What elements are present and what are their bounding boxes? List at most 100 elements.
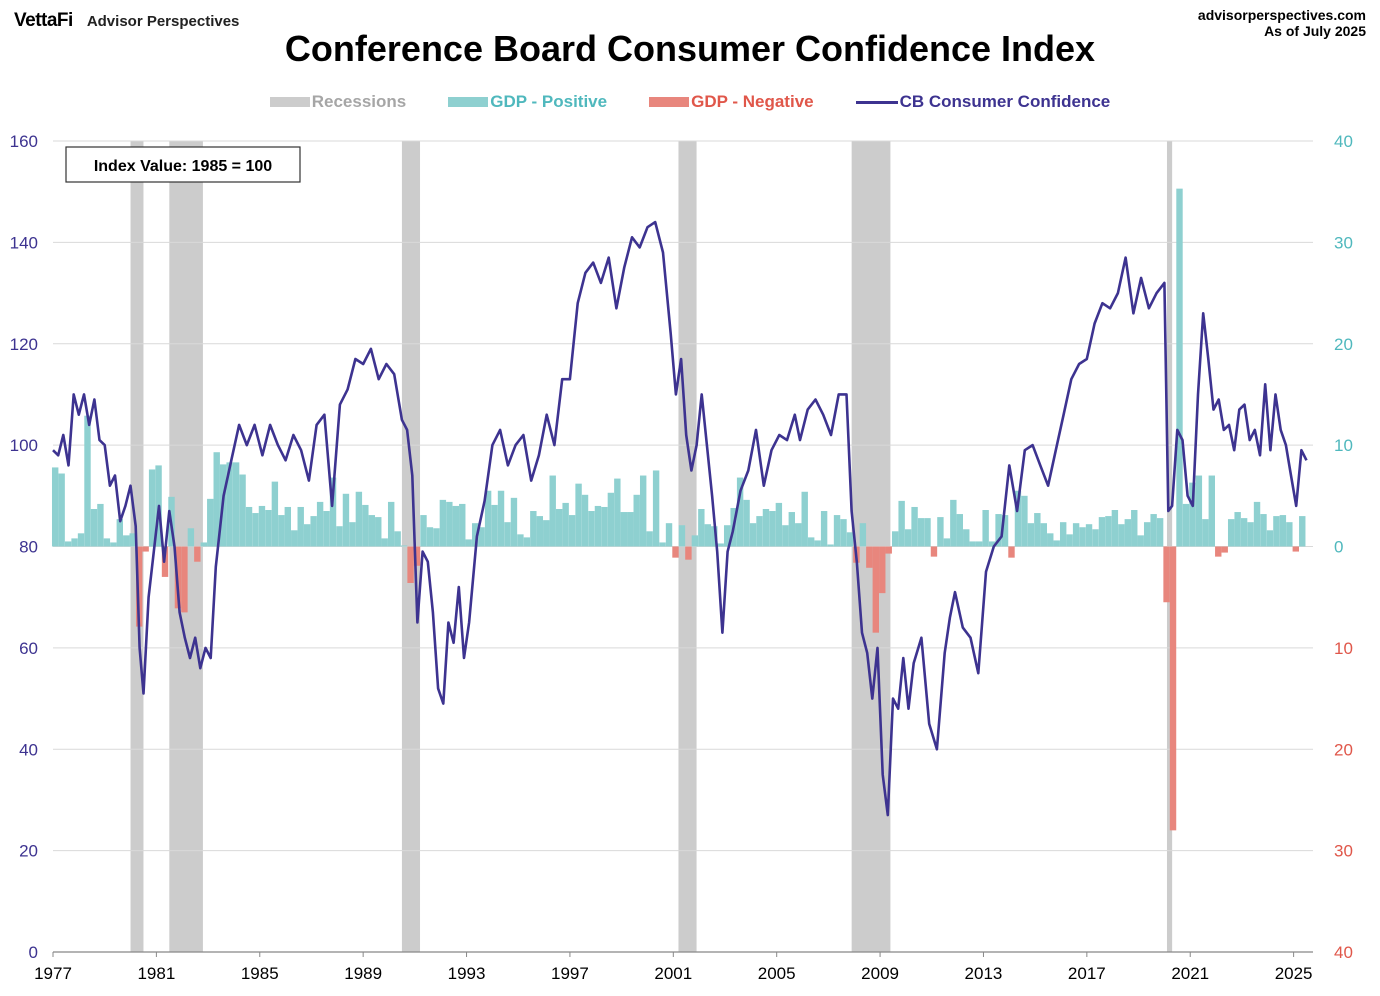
- gdp-positive-bar: [1156, 518, 1164, 547]
- gdp-positive-bar: [782, 525, 789, 547]
- gdp-positive-bar: [446, 501, 453, 547]
- gdp-positive-bar: [562, 502, 569, 547]
- gdp-positive-bar: [103, 538, 111, 547]
- right-axis-tick-label: 20: [1334, 335, 1353, 354]
- gdp-positive-bar: [1137, 535, 1144, 547]
- gdp-negative-bar: [872, 546, 879, 633]
- gdp-negative-bar: [885, 546, 892, 554]
- gdp-positive-bar: [491, 504, 498, 547]
- gdp-positive-bar: [1143, 522, 1151, 547]
- gdp-positive-bar: [452, 505, 459, 547]
- gdp-positive-bar: [291, 530, 298, 547]
- gdp-negative-bar: [1292, 546, 1299, 552]
- gdp-positive-bar: [329, 477, 337, 547]
- gdp-positive-bar: [795, 523, 802, 547]
- gdp-positive-bar: [316, 501, 324, 547]
- gdp-positive-bar: [1111, 510, 1119, 547]
- gdp-negative-bar: [1163, 546, 1170, 603]
- gdp-positive-bar: [471, 523, 479, 547]
- gdp-positive-bar: [833, 515, 841, 547]
- gdp-positive-bar: [213, 452, 220, 547]
- annotation-box: [65, 146, 301, 183]
- gdp-positive-bar: [1234, 512, 1241, 547]
- gdp-positive-bar: [665, 523, 673, 547]
- right-axis-tick-label: 30: [1334, 233, 1353, 252]
- advisor-perspectives-label: Advisor Perspectives: [86, 13, 240, 30]
- gdp-positive-bar: [807, 537, 815, 547]
- source-block: advisorperspectives.com As of July 2025: [1198, 7, 1366, 39]
- gdp-positive-bar: [1299, 516, 1306, 547]
- gdp-negative-bar: [142, 546, 149, 552]
- gdp-positive-bar: [77, 533, 85, 547]
- right-axis-tick-label: 40: [1334, 943, 1353, 962]
- gdp-negative-bar: [672, 546, 679, 558]
- gdp-positive-bar: [911, 506, 918, 547]
- gdp-positive-bar: [762, 508, 770, 547]
- gdp-positive-bar: [698, 508, 705, 547]
- as-of-date: As of July 2025: [1264, 23, 1366, 39]
- gdp-positive-bar: [969, 541, 976, 547]
- gdp-positive-bar: [1098, 517, 1106, 547]
- gdp-negative-bar: [879, 546, 886, 594]
- gdp-positive-bar: [297, 506, 304, 547]
- gdp-positive-bar: [1189, 482, 1196, 547]
- gdp-positive-bar: [58, 473, 65, 547]
- gdp-negative-bar: [181, 546, 188, 613]
- x-axis-tick-label: 2009: [861, 964, 899, 983]
- gdp-positive-bar: [342, 493, 350, 547]
- gdp-positive-bar: [950, 499, 957, 547]
- gdp-positive-bar: [988, 541, 996, 547]
- gdp-positive-bar: [284, 506, 291, 547]
- gdp-positive-bar: [200, 542, 207, 547]
- legend-item-confidence: CB Consumer Confidence: [855, 92, 1110, 112]
- right-axis-tick-label: 10: [1334, 639, 1353, 658]
- gdp-positive-bar: [1079, 527, 1086, 547]
- gdp-positive-bar: [904, 529, 912, 547]
- gdp-positive-bar: [659, 542, 666, 547]
- gdp-positive-bar: [1279, 515, 1287, 547]
- gdp-positive-bar: [239, 474, 246, 547]
- gdp-positive-bar: [110, 542, 117, 547]
- left-axis-tick-label: 60: [19, 639, 38, 658]
- gdp-positive-bar: [840, 519, 847, 547]
- gdp-positive-bar: [917, 518, 925, 547]
- gdp-positive-bar: [1131, 510, 1138, 547]
- gdp-positive-bar: [678, 525, 686, 547]
- gdp-positive-bar: [543, 520, 550, 547]
- gdp-positive-bar: [568, 515, 576, 547]
- gdp-positive-bar: [84, 415, 91, 547]
- left-axis-tick-label: 80: [19, 538, 38, 557]
- legend-label-gdp-positive: GDP - Positive: [490, 92, 608, 111]
- gdp-positive-bar: [517, 534, 524, 547]
- x-axis-tick-label: 1985: [241, 964, 279, 983]
- gdp-positive-bar: [349, 522, 356, 547]
- gdp-positive-bar: [336, 526, 343, 547]
- gdp-positive-bar: [90, 508, 98, 547]
- gdp-positive-swatch: [448, 97, 489, 107]
- gdp-positive-bar: [232, 462, 240, 547]
- x-axis-tick-label: 2021: [1171, 964, 1209, 983]
- gdp-positive-bar: [575, 483, 582, 547]
- chart-legend: Recessions GDP - Positive GDP - Negative…: [0, 92, 1380, 112]
- gdp-positive-bar: [549, 475, 556, 547]
- gdp-negative-bar: [194, 546, 201, 562]
- gdp-positive-bar: [226, 462, 233, 547]
- gdp-positive-bar: [129, 533, 136, 547]
- gdp-positive-bar: [123, 535, 130, 547]
- gdp-positive-bar: [801, 491, 808, 547]
- gdp-positive-bar: [252, 513, 259, 547]
- x-axis-tick-label: 1989: [344, 964, 382, 983]
- gdp-positive-bar: [1014, 490, 1022, 547]
- gdp-positive-bar: [704, 524, 711, 547]
- gdp-positive-bar: [956, 514, 963, 547]
- gdp-negative-bar: [1215, 546, 1222, 557]
- gdp-positive-bar: [375, 517, 382, 547]
- x-axis-tick-label: 2025: [1275, 964, 1313, 983]
- gdp-positive-bar: [148, 469, 156, 547]
- gdp-positive-bar: [633, 494, 640, 547]
- brand: VettaFi Advisor Perspectives: [14, 10, 239, 32]
- gdp-positive-bar: [530, 511, 537, 547]
- gdp-positive-bar: [381, 538, 388, 547]
- gdp-positive-bar: [652, 470, 660, 547]
- legend-label-recessions: Recessions: [311, 92, 407, 111]
